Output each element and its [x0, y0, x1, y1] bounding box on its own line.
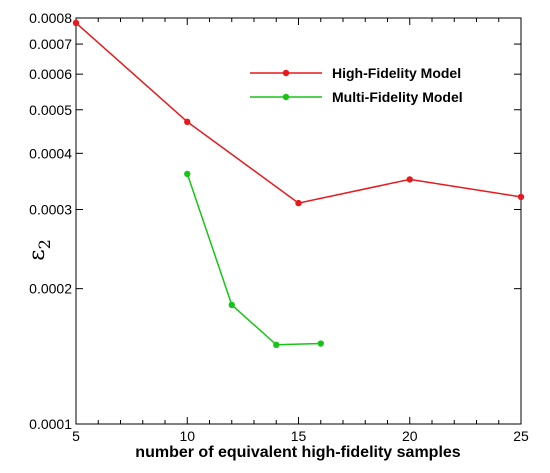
data-point [72, 19, 80, 27]
axis-ticks: 5 10 15 20 25 0.0001 0.0002 0.0003 0.0004 0.0005 0… [29, 10, 529, 444]
y-tick-label: 0.0002 [29, 281, 72, 297]
y-axis-title-sub: 2 [35, 239, 54, 249]
legend: High-Fidelity Model Multi-Fidelity Model [250, 65, 463, 105]
x-tick-label: 10 [179, 428, 195, 444]
x-tick-label: 20 [402, 428, 418, 444]
series-line [75, 22, 522, 204]
x-tick-label: 5 [72, 428, 80, 444]
series-high-fidelity [72, 19, 525, 207]
y-tick-label: 0.0003 [29, 202, 72, 218]
y-axis-title: ε2 [25, 239, 54, 261]
legend-item: High-Fidelity Model [250, 65, 461, 81]
data-point [184, 118, 191, 126]
series-layer [72, 19, 525, 349]
data-point [184, 170, 191, 178]
y-tick-label: 0.0004 [29, 145, 72, 161]
data-point [295, 199, 302, 207]
y-tick-label: 0.0007 [29, 36, 72, 52]
y-tick-label: 0.0005 [29, 102, 72, 118]
data-point [406, 176, 413, 183]
legend-label: Multi-Fidelity Model [332, 89, 463, 105]
data-point [517, 193, 525, 201]
legend-marker [282, 69, 290, 77]
legend-item: Multi-Fidelity Model [250, 89, 463, 105]
series-line [186, 173, 321, 346]
legend-label: High-Fidelity Model [332, 65, 461, 81]
y-tick-label: 0.0001 [29, 416, 72, 432]
data-point [317, 340, 324, 347]
series-multi-fidelity [184, 170, 324, 349]
legend-marker [282, 93, 290, 101]
y-tick-label: 0.0006 [29, 66, 72, 82]
y-axis-title-main: ε [25, 249, 50, 260]
x-axis-title: number of equivalent high-fidelity sampl… [135, 444, 460, 461]
data-point [228, 301, 235, 309]
y-tick-label: 0.0008 [29, 10, 72, 26]
x-tick-label: 25 [513, 428, 529, 444]
data-point [273, 341, 280, 349]
x-tick-label: 15 [291, 428, 307, 444]
